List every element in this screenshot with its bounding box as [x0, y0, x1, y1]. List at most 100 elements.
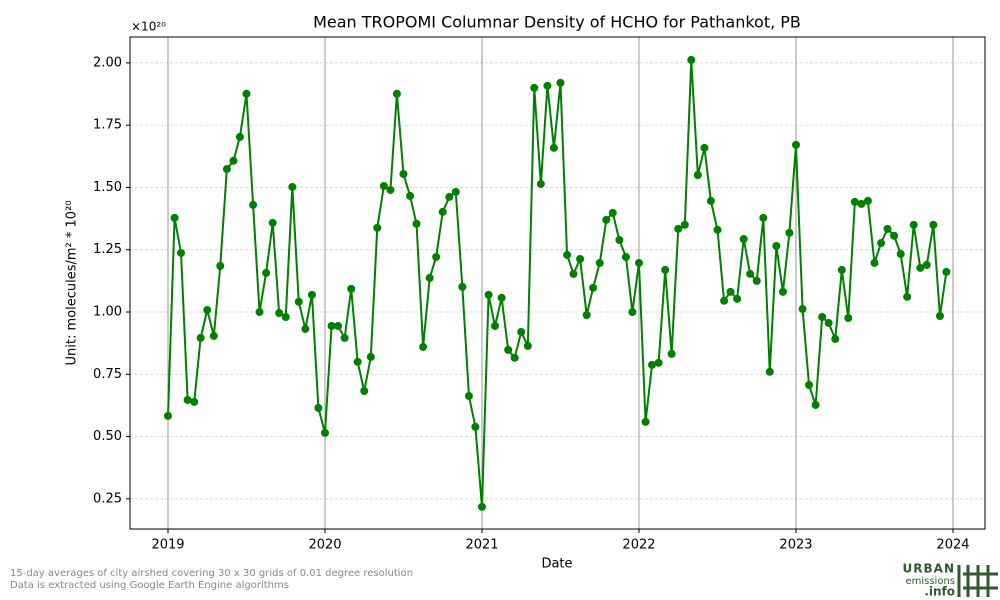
y-tick-label: 1.25	[93, 242, 122, 257]
data-point	[242, 89, 251, 98]
data-point	[504, 345, 513, 354]
data-point	[288, 182, 297, 191]
data-point	[438, 207, 447, 216]
data-point	[896, 249, 905, 258]
data-point	[870, 258, 879, 267]
data-point	[883, 224, 892, 233]
logo-text: .info	[924, 585, 955, 599]
x-tick-label: 2023	[779, 538, 812, 553]
data-point	[602, 215, 611, 224]
data-point	[877, 239, 886, 248]
data-point	[183, 395, 192, 404]
data-point	[713, 225, 722, 234]
data-point	[190, 397, 199, 406]
y-tick-label: 0.50	[93, 429, 122, 444]
data-point	[608, 208, 617, 217]
data-point	[569, 269, 578, 278]
data-point	[935, 312, 944, 321]
x-tick-label: 2024	[936, 538, 969, 553]
data-point	[805, 381, 814, 390]
data-point	[255, 308, 264, 317]
logo-text: emissions	[905, 576, 955, 587]
data-point	[353, 357, 362, 366]
data-point	[641, 417, 650, 426]
data-point	[863, 196, 872, 205]
data-point	[811, 400, 820, 409]
y-tick-label: 1.75	[93, 118, 122, 133]
data-point	[334, 321, 343, 330]
data-point	[798, 305, 807, 314]
logo-text: URBAN	[903, 562, 955, 576]
data-point	[543, 81, 552, 90]
data-point	[249, 200, 258, 209]
data-point	[563, 250, 572, 259]
data-point	[785, 228, 794, 237]
data-point	[922, 260, 931, 269]
data-point	[791, 140, 800, 149]
data-point	[890, 231, 899, 240]
data-point	[778, 287, 787, 296]
data-point	[667, 349, 676, 358]
data-point	[229, 156, 238, 165]
data-point	[281, 313, 290, 322]
data-point	[765, 367, 774, 376]
data-point	[818, 313, 827, 322]
y-tick-label: 2.00	[93, 55, 122, 70]
data-point	[373, 223, 382, 232]
data-point	[556, 78, 565, 87]
data-point	[451, 187, 460, 196]
data-point	[752, 276, 761, 285]
data-point	[517, 327, 526, 336]
data-point	[772, 242, 781, 251]
data-point	[831, 334, 840, 343]
data-point	[399, 170, 408, 179]
data-point	[824, 318, 833, 327]
x-tick-label: 2021	[465, 538, 498, 553]
data-point	[412, 219, 421, 228]
data-point	[379, 181, 388, 190]
data-point	[706, 196, 715, 205]
data-line	[166, 59, 948, 507]
data-point	[203, 306, 212, 315]
data-point	[549, 143, 558, 152]
data-point	[536, 179, 545, 188]
data-point	[268, 218, 277, 227]
data-point	[484, 290, 493, 299]
data-point	[419, 342, 428, 351]
data-point	[903, 292, 912, 301]
x-tick-label: 2020	[308, 538, 341, 553]
data-point	[576, 254, 585, 263]
data-point	[327, 321, 336, 330]
data-point	[170, 213, 179, 222]
data-point	[464, 391, 473, 400]
data-point	[844, 314, 853, 323]
data-point	[491, 321, 500, 330]
data-point	[628, 308, 637, 317]
chart-title: Mean TROPOMI Columnar Density of HCHO fo…	[313, 13, 801, 32]
data-point	[366, 352, 375, 361]
data-point	[445, 192, 454, 201]
data-point	[262, 268, 271, 277]
data-point	[497, 293, 506, 302]
data-point	[307, 290, 316, 299]
x-axis-label: Date	[541, 557, 572, 572]
data-point	[648, 360, 657, 369]
data-point	[739, 235, 748, 244]
data-point	[320, 428, 329, 437]
footnote: Data is extracted using Google Earth Eng…	[10, 580, 289, 591]
data-point	[687, 55, 696, 64]
data-point	[530, 83, 539, 92]
data-point	[386, 185, 395, 194]
data-point	[294, 297, 303, 306]
data-point	[674, 224, 683, 233]
data-point	[621, 252, 630, 261]
data-point	[693, 171, 702, 180]
data-point	[909, 220, 918, 229]
data-point	[523, 341, 532, 350]
y-axis-label: Unit: molecules/m² * 10²⁰	[65, 201, 80, 366]
data-point	[661, 265, 670, 274]
data-point	[595, 258, 604, 267]
data-point	[275, 309, 284, 318]
data-point	[163, 411, 172, 420]
data-point	[916, 263, 925, 272]
